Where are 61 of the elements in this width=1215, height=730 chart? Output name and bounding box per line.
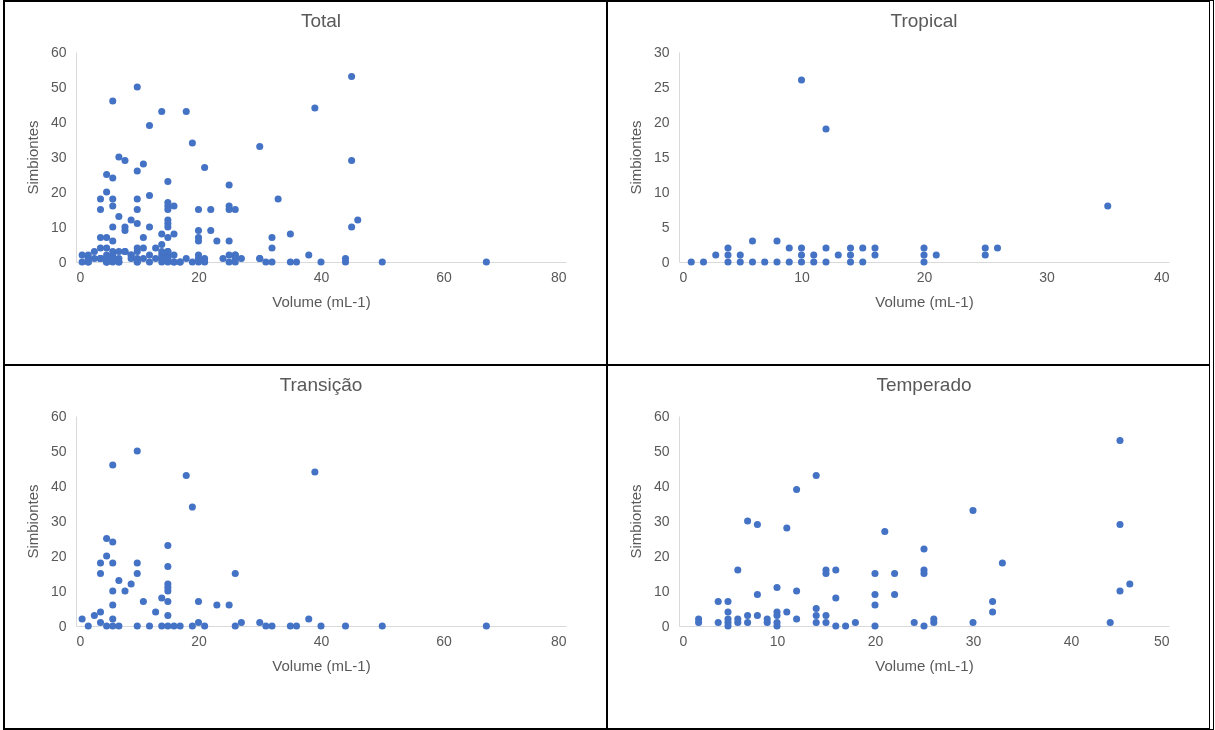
y-tick-label: 15 (653, 148, 670, 165)
y-tick-label: 40 (653, 477, 670, 494)
chart-title: Total (300, 10, 342, 31)
x-tick-label: 30 (1039, 268, 1055, 285)
chart-title: Transição (279, 374, 363, 395)
x-tick-label: 60 (436, 268, 452, 285)
x-tick-label: 40 (1063, 632, 1080, 649)
x-tick-label: 20 (867, 632, 884, 649)
y-tick-label: 40 (50, 477, 67, 494)
y-axis-title: Simbiontes (626, 484, 644, 559)
y-axis-title: Simbiontes (23, 484, 41, 559)
y-tick-label: 20 (653, 113, 670, 130)
x-tick-label: 0 (76, 632, 85, 649)
y-tick-label: 0 (58, 253, 67, 270)
x-tick-label: 40 (313, 268, 330, 285)
y-tick-label: 25 (653, 78, 670, 95)
x-tick-label: 50 (1153, 632, 1170, 649)
y-axis-title: Simbiontes (626, 120, 644, 195)
y-tick-label: 30 (50, 148, 67, 165)
y-tick-label: 50 (50, 78, 67, 95)
y-tick-label: 20 (50, 183, 67, 200)
y-tick-label: 10 (50, 582, 67, 599)
x-tick-label: 10 (769, 632, 786, 649)
chart-title: Tropical (890, 10, 958, 31)
x-axis-title: Volume (mL-1) (272, 656, 371, 674)
y-tick-label: 60 (50, 407, 67, 424)
chart-title: Temperado (876, 374, 972, 395)
x-axis-title: Volume (mL-1) (272, 292, 371, 310)
x-tick-label: 80 (550, 632, 567, 649)
x-axis-title: Volume (mL-1) (875, 656, 974, 674)
x-tick-label: 10 (794, 268, 810, 285)
x-tick-label: 0 (679, 268, 688, 285)
y-tick-label: 10 (653, 183, 670, 200)
x-tick-label: 40 (1153, 268, 1170, 285)
x-tick-label: 30 (965, 632, 982, 649)
y-tick-label: 60 (653, 407, 670, 424)
x-tick-label: 0 (76, 268, 85, 285)
x-tick-label: 40 (313, 632, 330, 649)
y-axis-title: Simbiontes (23, 120, 41, 195)
y-tick-label: 0 (661, 617, 670, 634)
y-tick-label: 50 (50, 442, 67, 459)
y-tick-label: 30 (50, 512, 67, 529)
y-tick-label: 10 (653, 582, 670, 599)
y-tick-label: 30 (653, 512, 670, 529)
x-axis-title: Volume (mL-1) (875, 292, 974, 310)
x-tick-label: 20 (191, 268, 207, 285)
x-tick-label: 60 (436, 632, 452, 649)
y-tick-label: 20 (653, 547, 670, 564)
y-tick-label: 0 (58, 617, 67, 634)
y-tick-label: 50 (653, 442, 670, 459)
y-tick-label: 60 (50, 43, 67, 60)
x-tick-label: 20 (916, 268, 933, 285)
x-tick-label: 0 (679, 632, 688, 649)
y-tick-label: 10 (50, 218, 67, 235)
y-tick-label: 30 (653, 43, 670, 60)
x-tick-label: 80 (550, 268, 567, 285)
y-tick-label: 40 (50, 113, 67, 130)
x-tick-label: 20 (191, 632, 207, 649)
y-tick-label: 0 (661, 253, 670, 270)
y-tick-label: 5 (661, 218, 670, 235)
y-tick-label: 20 (50, 547, 67, 564)
